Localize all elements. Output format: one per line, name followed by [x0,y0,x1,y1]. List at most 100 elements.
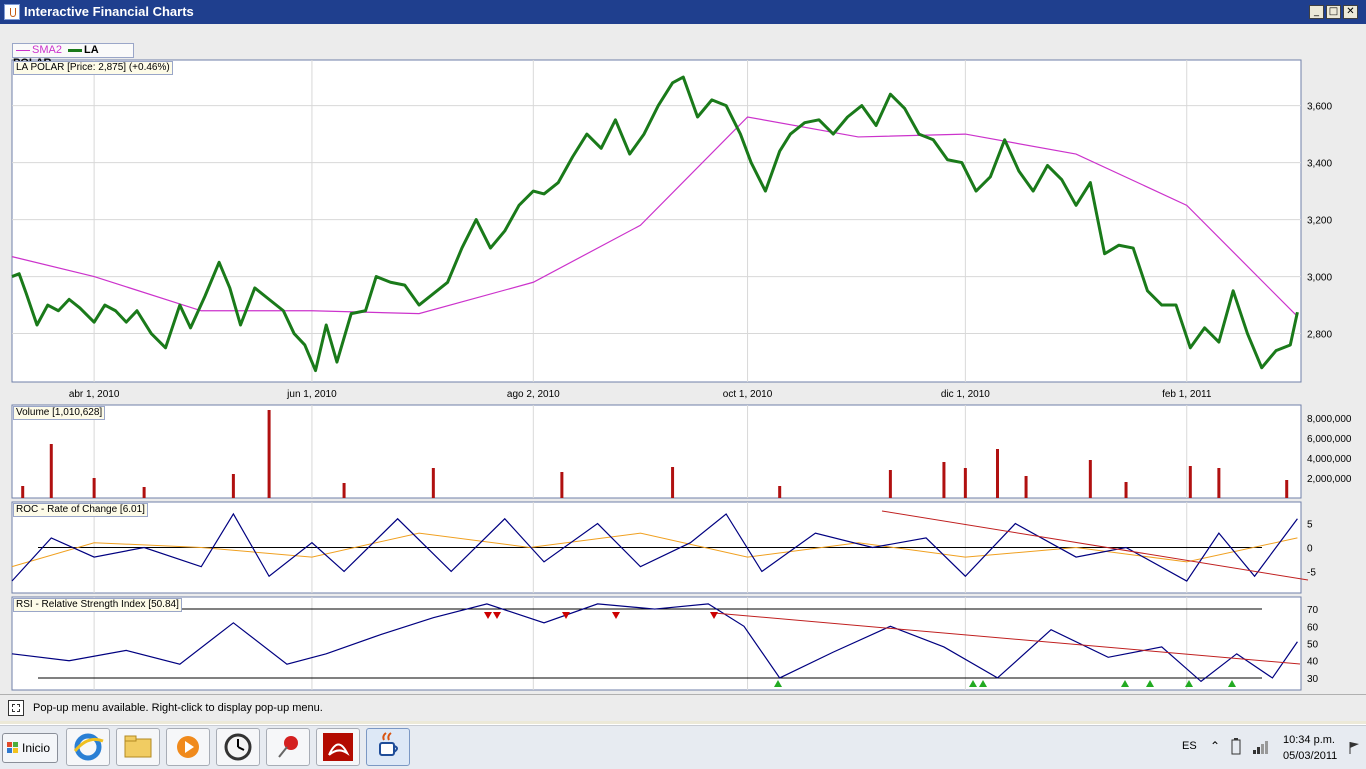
price-line [11,75,1299,373]
oversold-marker [1146,680,1154,687]
x-tick-label: abr 1, 2010 [69,389,120,400]
clock-time[interactable]: 10:34 p.m. [1283,734,1335,746]
volume-panel-label: Volume [1,010,628] [13,406,106,420]
oversold-marker [979,680,987,687]
volume-y-tick-label: 4,000,000 [1307,454,1352,465]
volume-bar [431,468,435,498]
volume-bar [1188,466,1192,498]
roc-y-tick-label: 5 [1307,520,1313,531]
x-tick-label: jun 1, 2010 [286,389,337,400]
price-panel-frame [11,59,1302,383]
volume-bar [963,468,967,498]
volume-bar [142,487,146,498]
volume-y-tick-label: 8,000,000 [1307,414,1352,425]
x-tick-label: ago 2, 2010 [507,389,560,400]
maximize-button[interactable]: □ [1326,5,1341,19]
folder-icon [124,735,152,758]
clock-icon [224,733,252,761]
sma-legend-swatch [16,49,30,51]
oversold-marker [1185,680,1193,687]
sma-line [11,116,1298,317]
java-app-icon[interactable] [4,4,20,20]
rsi-trendline [713,612,1301,665]
price-y-tick-label: 3,400 [1307,159,1332,170]
pushpin-icon [278,736,298,758]
battery-icon[interactable] [1228,737,1244,757]
media-player-icon [177,736,199,758]
taskbar-pushpin[interactable] [266,728,310,766]
price-y-tick-label: 3,200 [1307,216,1332,227]
roc-panel-label: ROC - Rate of Change [6.01] [13,503,148,517]
rsi-panel-label: RSI - Relative Strength Index [50.84] [13,598,182,612]
volume-y-tick-label: 2,000,000 [1307,474,1352,485]
overbought-marker [484,612,492,619]
rsi-y-tick-label: 50 [1307,640,1319,651]
volume-bar [671,467,675,498]
x-tick-label: oct 1, 2010 [723,389,773,400]
status-text: Pop-up menu available. Right-click to di… [33,702,323,714]
overbought-marker [562,612,570,619]
clock-date[interactable]: 05/03/2011 [1283,750,1338,762]
volume-bar [560,472,564,498]
volume-bar [21,486,25,498]
windows-flag-icon [7,742,19,754]
oversold-marker [1121,680,1129,687]
start-label: Inicio [22,741,51,755]
overbought-marker [493,612,501,619]
vol-panel-frame [11,404,1302,499]
rsi-y-tick-label: 30 [1307,674,1319,685]
rsi-y-tick-label: 70 [1307,605,1319,616]
minimize-button[interactable]: _ [1309,5,1324,19]
price-legend-swatch [68,48,83,52]
overbought-marker [710,612,718,619]
volume-bar [267,410,271,498]
oversold-marker [1228,680,1236,687]
action-center-flag-icon[interactable] [1346,740,1362,756]
close-button[interactable]: ✕ [1343,5,1358,19]
internet-explorer-icon [73,733,104,761]
roc-y-tick-label: -5 [1307,567,1316,578]
legend-sma-label: SMA2 [32,44,62,56]
show-hidden-icons[interactable]: ⌃ [1210,739,1221,753]
rsi-y-tick-label: 60 [1307,622,1319,633]
oversold-marker [774,680,782,687]
roc-line [11,512,1298,582]
taskbar-internet-explorer[interactable] [66,728,110,766]
volume-bar [1124,482,1128,498]
java-icon [379,732,398,756]
volume-bar [778,486,782,498]
volume-bar [342,483,346,498]
popup-menu-icon[interactable] [8,700,24,716]
taskbar-adobe-reader[interactable] [316,728,360,766]
price-y-tick-label: 3,600 [1307,102,1332,113]
taskbar-file-explorer[interactable] [116,728,160,766]
taskbar-media-player[interactable] [166,728,210,766]
window-title: Interactive Financial Charts [24,4,194,19]
taskbar-clock-gadget[interactable] [216,728,260,766]
network-signal-icon[interactable] [1252,737,1270,757]
volume-bar [995,449,999,498]
volume-bar [1285,480,1289,498]
roc-signal-line [11,532,1298,568]
volume-bar [1088,460,1092,498]
adobe-reader-icon [323,733,353,761]
language-indicator[interactable]: ES [1182,740,1197,752]
roc-trendline [881,510,1309,581]
x-tick-label: dic 1, 2010 [941,389,990,400]
roc-y-tick-label: 0 [1307,544,1313,555]
overbought-marker [612,612,620,619]
volume-bar [92,478,96,498]
volume-bar [1024,476,1028,498]
taskbar: Inicio ES ⌃ 10:34 p.m. 05/03/2011 [0,724,1366,769]
taskbar-java[interactable] [366,728,410,766]
price-y-tick-label: 3,000 [1307,273,1332,284]
volume-bar [231,474,235,498]
price-panel-label: LA POLAR [Price: 2,875] (+0.46%) [13,61,173,75]
x-tick-label: feb 1, 2011 [1162,389,1212,400]
start-button[interactable]: Inicio [2,733,58,763]
oversold-marker [969,680,977,687]
rsi-y-tick-label: 40 [1307,657,1319,668]
volume-bar [49,444,53,498]
volume-bar [1217,468,1221,498]
